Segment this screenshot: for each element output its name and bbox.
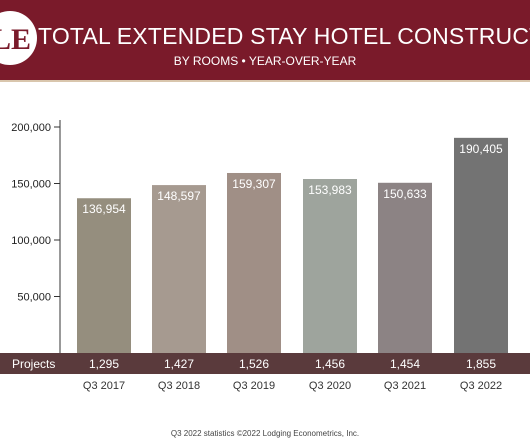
y-axis: 50,000 100,000 150,000 200,000 [11, 120, 61, 353]
header-divider [0, 80, 530, 82]
projects-count: 1,456 [315, 357, 345, 371]
x-tick-label: Q3 2021 [384, 380, 426, 392]
x-tick-label: Q3 2017 [83, 380, 125, 392]
bar-value-label: 136,954 [82, 202, 126, 216]
x-axis: Q3 2017 Q3 2018 Q3 2019 Q3 2020 Q3 2021 Q3 20… [83, 380, 502, 392]
bar-value-label: 153,983 [308, 183, 352, 197]
chart-header: LE TOTAL EXTENDED STAY HOTEL CONSTRUCTIO… [0, 0, 530, 80]
y-tick-label: 50,000 [17, 292, 51, 304]
projects-band [0, 353, 530, 374]
x-tick-label: Q3 2018 [158, 380, 200, 392]
bar [152, 185, 206, 353]
y-tick-label: 200,000 [11, 122, 51, 134]
bar [303, 178, 357, 353]
bar [77, 198, 131, 353]
chart-subtitle: BY ROOMS • YEAR-OVER-YEAR [173, 54, 357, 68]
lodging-econometrics-logo: LE [0, 11, 37, 65]
footer-credit: Q3 2022 statistics ©2022 Lodging Econome… [170, 429, 360, 438]
projects-count: 1,454 [390, 357, 420, 371]
projects-count: 1,855 [466, 357, 496, 371]
projects-count: 1,295 [89, 357, 119, 371]
x-tick-label: Q3 2022 [460, 380, 502, 392]
bar-value-label: 159,307 [232, 177, 276, 191]
logo-text: LE [0, 23, 31, 56]
y-tick-label: 150,000 [11, 179, 51, 191]
bars: 136,954 148,597 159,307 153,983 150,633 190,4… [77, 137, 508, 353]
bar [227, 172, 281, 353]
projects-count: 1,427 [164, 357, 194, 371]
projects-row: Projects 1,295 1,427 1,526 1,456 1,454 1,855 [0, 353, 530, 374]
x-tick-label: Q3 2019 [233, 380, 275, 392]
x-tick-label: Q3 2020 [309, 380, 351, 392]
chart-title: TOTAL EXTENDED STAY HOTEL CONSTRUCTION P… [38, 23, 530, 49]
bar-value-label: 150,633 [383, 187, 427, 201]
bar-value-label: 148,597 [157, 189, 201, 203]
construction-pipeline-bar-chart: 50,000 100,000 150,000 200,000 136,954 148,5… [0, 120, 530, 392]
bar [378, 182, 432, 353]
projects-count: 1,526 [239, 357, 269, 371]
y-tick-label: 100,000 [11, 235, 51, 247]
bar [454, 137, 508, 353]
bar-value-label: 190,405 [459, 142, 503, 156]
projects-label: Projects [12, 357, 55, 371]
